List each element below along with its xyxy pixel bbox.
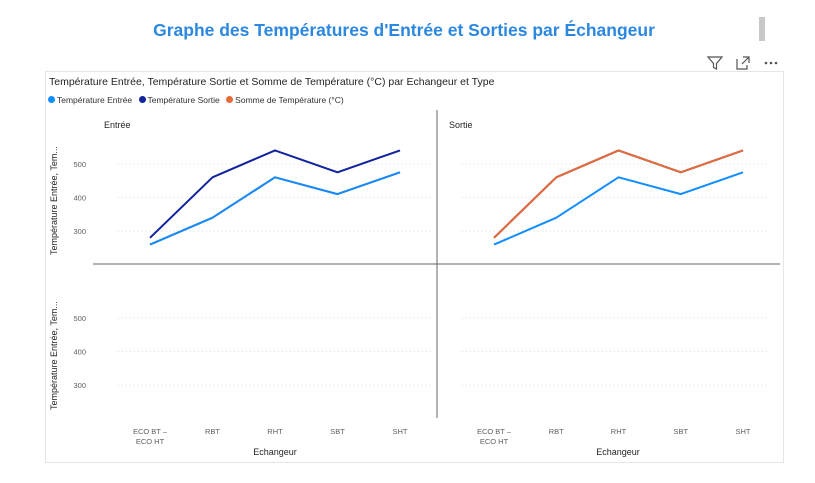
visual-container xyxy=(45,71,784,463)
legend-label: Température Sortie xyxy=(147,95,220,105)
page-title: Graphe des Températures d'Entrée et Sort… xyxy=(153,20,655,40)
focus-mode-icon[interactable] xyxy=(734,54,752,72)
legend-marker-somme-temperature xyxy=(226,96,234,104)
legend-marker-temperature-entree xyxy=(48,96,55,104)
chart-title: Température Entrée, Température Sortie e… xyxy=(49,76,495,88)
legend-marker-temperature-sortie xyxy=(138,96,146,104)
legend-label: Température Entrée xyxy=(57,95,133,105)
legend-label: Somme de Température (°C) xyxy=(235,95,344,105)
chart-legend: Température Entrée Température Sortie So… xyxy=(48,95,348,105)
more-options-icon[interactable] xyxy=(762,54,780,72)
legend-item-somme-temperature[interactable]: Somme de Température (°C) xyxy=(226,95,344,105)
scrollbar-thumb[interactable] xyxy=(759,17,765,41)
legend-item-temperature-entree[interactable]: Température Entrée xyxy=(48,95,132,105)
filter-icon[interactable] xyxy=(706,54,724,72)
legend-item-temperature-sortie[interactable]: Température Sortie xyxy=(138,95,220,105)
